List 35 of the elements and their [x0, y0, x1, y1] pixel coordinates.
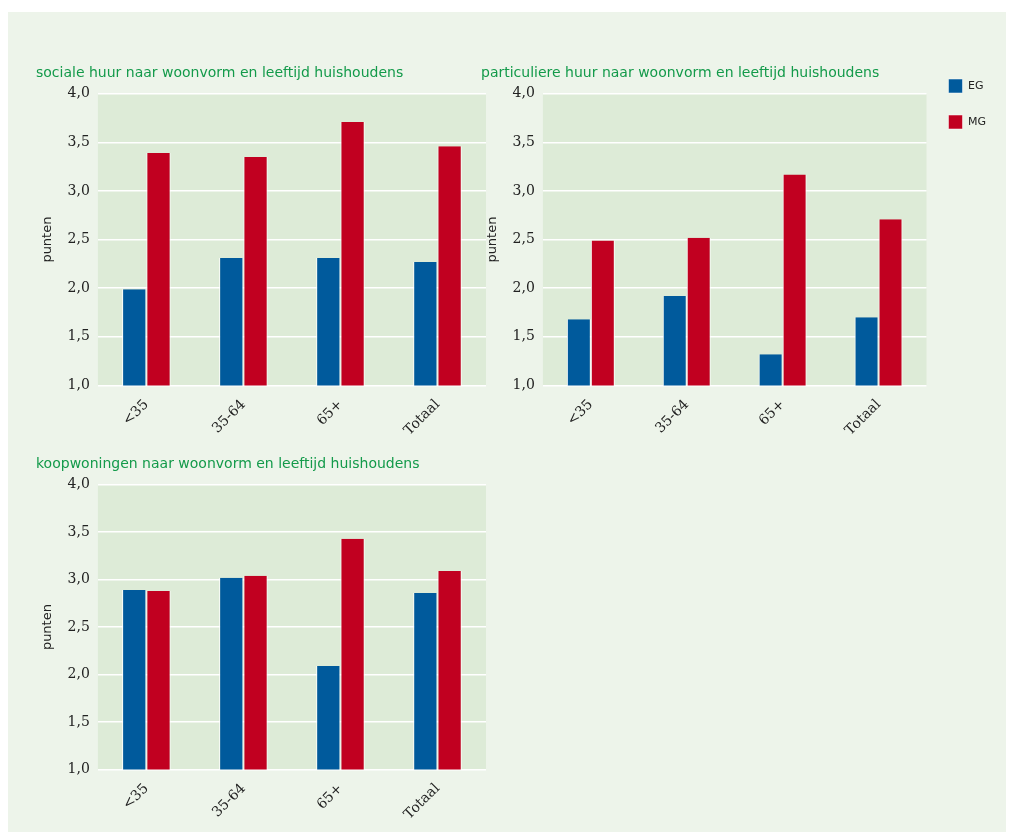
y-tick-label: 3,0 — [67, 570, 90, 587]
y-tick-label: 1,5 — [67, 712, 90, 729]
y-tick-label: 2,0 — [67, 278, 90, 295]
y-axis-title: punten — [39, 216, 55, 263]
chart-title: particuliere huur naar woonvorm en leeftijd huishoudens — [481, 64, 880, 81]
y-tick-label: 3,0 — [67, 181, 90, 198]
chart-title: sociale huur naar woonvorm en leeftijd huishoudens — [36, 64, 404, 81]
legend-label: EG — [967, 78, 984, 92]
x-tick-label: <35 — [118, 395, 152, 428]
y-tick-label: 4,0 — [67, 475, 90, 492]
chart-title: koopwoningen naar woonvorm en leeftijd huishoudens — [36, 455, 420, 472]
y-tick-label: 1,0 — [512, 376, 535, 393]
y-tick-label: 4,0 — [67, 84, 90, 101]
y-tick-label: 1,5 — [512, 327, 535, 344]
x-tick-label: 65+ — [755, 395, 788, 428]
y-tick-label: 3,5 — [67, 522, 90, 539]
y-tick-label: 4,0 — [512, 84, 535, 101]
y-tick-label: 2,5 — [67, 617, 90, 634]
y-tick-label: 1,0 — [67, 376, 90, 393]
y-tick-label: 2,0 — [512, 278, 535, 295]
x-tick-label: 65+ — [312, 779, 346, 812]
y-tick-label: 1,0 — [67, 760, 90, 777]
y-tick-label: 1,5 — [67, 327, 90, 344]
y-tick-label: 2,5 — [512, 230, 535, 247]
y-tick-label: 3,0 — [512, 181, 535, 198]
y-tick-label: 2,5 — [67, 230, 90, 247]
x-tick-label: <35 — [563, 395, 596, 428]
x-tick-label: <35 — [118, 779, 152, 812]
y-tick-label: 2,0 — [67, 665, 90, 682]
legend-label: MG — [967, 114, 986, 128]
y-tick-label: 3,5 — [67, 133, 90, 150]
x-tick-label: 65+ — [312, 395, 346, 428]
y-tick-label: 3,5 — [512, 133, 535, 150]
y-axis-title: punten — [484, 216, 500, 263]
y-axis-title: punten — [39, 604, 55, 651]
